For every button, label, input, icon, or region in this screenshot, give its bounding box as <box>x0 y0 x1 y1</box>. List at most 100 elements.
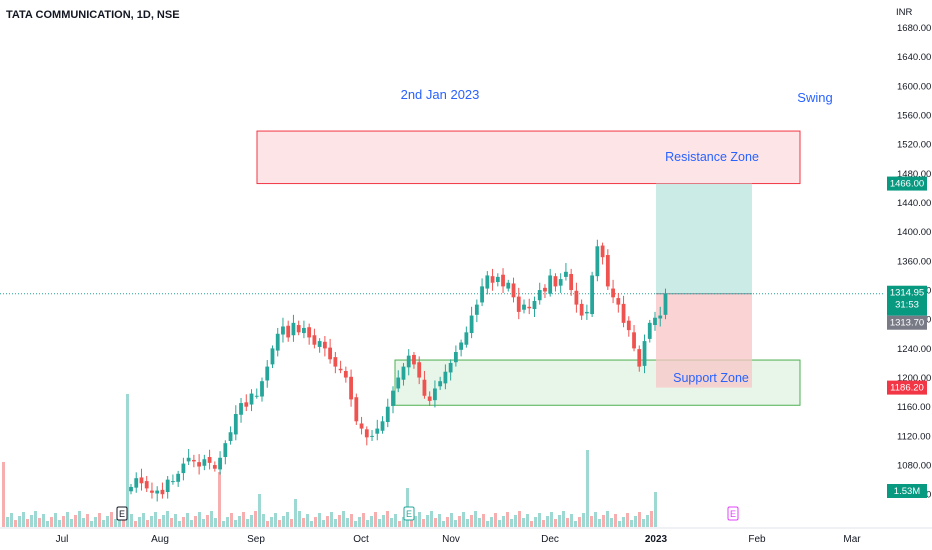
candle[interactable] <box>647 322 652 339</box>
candle[interactable] <box>281 326 285 335</box>
candle[interactable] <box>239 403 243 415</box>
candle[interactable] <box>642 341 647 366</box>
candle[interactable] <box>233 414 238 435</box>
candle[interactable] <box>532 300 537 309</box>
candle[interactable] <box>626 320 631 331</box>
candle[interactable] <box>291 322 296 336</box>
candle[interactable] <box>223 443 228 458</box>
candle[interactable] <box>312 335 317 345</box>
candle[interactable] <box>459 342 464 350</box>
candle[interactable] <box>605 255 610 287</box>
stop-loss-area[interactable] <box>656 293 752 388</box>
candle[interactable] <box>254 395 259 397</box>
candle[interactable] <box>186 457 191 462</box>
candle[interactable] <box>207 457 212 463</box>
candle[interactable] <box>202 459 207 466</box>
candle[interactable] <box>333 357 338 367</box>
candle[interactable] <box>501 274 505 287</box>
candle[interactable] <box>480 286 484 303</box>
candle[interactable] <box>181 463 186 474</box>
candle[interactable] <box>595 246 600 277</box>
candle[interactable] <box>621 303 626 323</box>
candle[interactable] <box>144 481 149 489</box>
candle[interactable] <box>322 341 327 349</box>
candle[interactable] <box>522 304 526 310</box>
candle[interactable] <box>658 315 663 319</box>
candle[interactable] <box>579 303 584 316</box>
profit-target-area[interactable] <box>656 183 752 294</box>
candle[interactable] <box>401 366 406 380</box>
candle[interactable] <box>464 332 469 345</box>
candle[interactable] <box>191 459 196 462</box>
candle[interactable] <box>244 402 249 407</box>
candle[interactable] <box>286 325 291 338</box>
candle[interactable] <box>150 490 154 493</box>
candle[interactable] <box>511 283 516 298</box>
candle[interactable] <box>155 490 160 494</box>
candle[interactable] <box>171 481 175 483</box>
candle[interactable] <box>212 465 217 469</box>
candle[interactable] <box>160 489 165 495</box>
candle[interactable] <box>317 341 322 347</box>
candle[interactable] <box>249 393 254 405</box>
candle[interactable] <box>364 429 369 438</box>
candle[interactable] <box>527 306 532 309</box>
candle[interactable] <box>558 279 563 286</box>
candle[interactable] <box>370 435 374 437</box>
candle[interactable] <box>438 381 443 387</box>
candle[interactable] <box>275 333 280 351</box>
candle[interactable] <box>129 486 133 492</box>
candle[interactable] <box>307 327 312 338</box>
candle[interactable] <box>543 287 547 292</box>
candle[interactable] <box>490 276 495 283</box>
candle[interactable] <box>412 354 416 365</box>
candle[interactable] <box>448 362 453 373</box>
resistance-zone[interactable] <box>256 130 801 185</box>
candle[interactable] <box>296 325 301 333</box>
candle[interactable] <box>197 462 202 467</box>
candle[interactable] <box>139 477 144 484</box>
earnings-marker[interactable] <box>116 506 128 521</box>
candle[interactable] <box>611 288 615 298</box>
candle[interactable] <box>134 478 139 488</box>
candle[interactable] <box>637 349 642 367</box>
candle[interactable] <box>328 347 333 360</box>
candle[interactable] <box>265 366 270 381</box>
candle[interactable] <box>349 376 353 400</box>
candle[interactable] <box>574 290 579 305</box>
candle[interactable] <box>385 406 390 423</box>
candle[interactable] <box>422 379 427 396</box>
candle[interactable] <box>485 275 490 289</box>
candle[interactable] <box>553 276 558 287</box>
candle[interactable] <box>537 290 542 301</box>
candle[interactable] <box>260 381 264 397</box>
candle[interactable] <box>569 273 574 291</box>
candle[interactable] <box>359 423 364 429</box>
candle[interactable] <box>616 298 621 305</box>
candle[interactable] <box>469 315 474 334</box>
candle[interactable] <box>343 370 348 378</box>
candle[interactable] <box>564 271 568 277</box>
candle[interactable] <box>354 397 359 422</box>
candle[interactable] <box>391 390 395 406</box>
candle[interactable] <box>516 296 521 312</box>
candle[interactable] <box>380 421 385 431</box>
candle[interactable] <box>176 473 181 482</box>
candle[interactable] <box>338 368 343 371</box>
candle[interactable] <box>506 282 511 289</box>
candle[interactable] <box>443 371 448 384</box>
candle[interactable] <box>417 362 422 378</box>
candle[interactable] <box>632 332 636 349</box>
candle[interactable] <box>600 245 605 258</box>
candle[interactable] <box>375 428 380 434</box>
candle[interactable] <box>590 275 595 315</box>
candle[interactable] <box>474 304 479 315</box>
candle[interactable] <box>302 327 306 334</box>
candle[interactable] <box>653 317 657 326</box>
candle[interactable] <box>495 276 500 283</box>
earnings-marker[interactable] <box>403 506 415 521</box>
candle[interactable] <box>270 348 275 365</box>
candle[interactable] <box>228 432 233 441</box>
earnings-marker[interactable] <box>727 506 739 521</box>
